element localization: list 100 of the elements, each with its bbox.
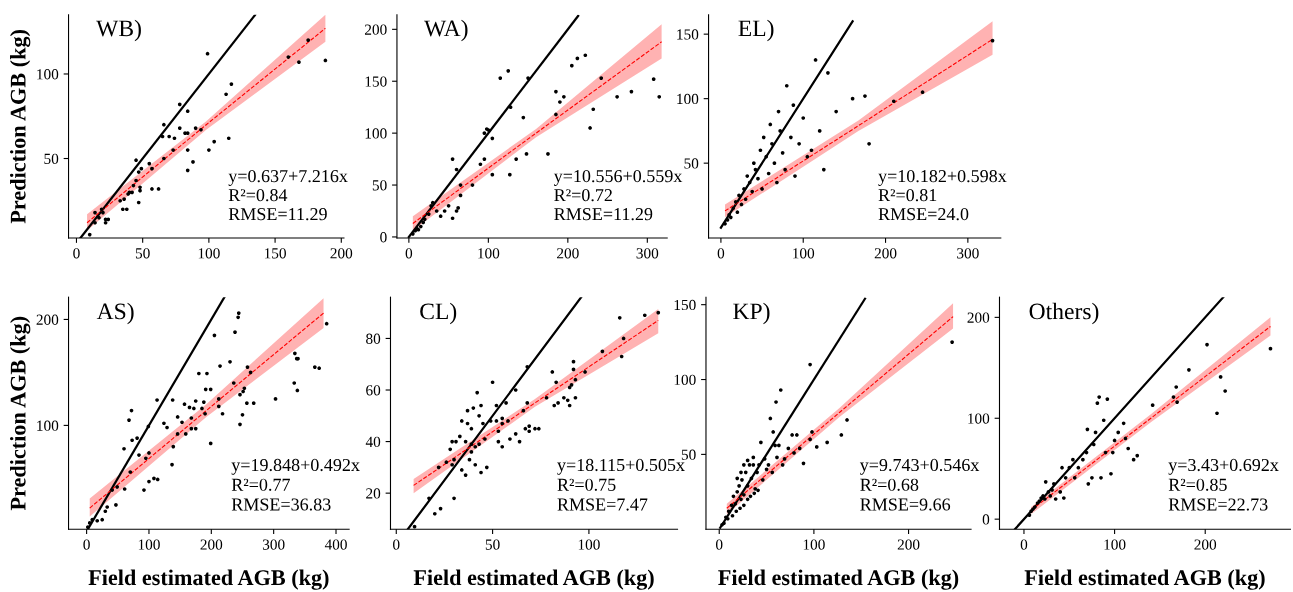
point <box>1090 475 1094 480</box>
x-axis-title: Field estimated AGB (kg) <box>88 569 329 590</box>
point <box>1091 442 1096 447</box>
point <box>150 187 154 191</box>
annotation: y=19.848+0.492x <box>231 458 360 475</box>
point <box>1150 403 1155 407</box>
annotation: RMSE=36.83 <box>231 498 331 511</box>
point <box>224 92 228 97</box>
point <box>207 148 211 152</box>
y-tick-label: 50 <box>372 180 387 191</box>
y-axis-title: Prediction AGB (kg) <box>10 316 31 511</box>
point <box>1048 494 1053 498</box>
point <box>1043 479 1048 484</box>
annotation: y=10.556+0.559x <box>553 170 683 186</box>
annotation: R²=0.75 <box>557 478 616 491</box>
y-tick-label: 50 <box>684 158 699 169</box>
x-tick-label: 300 <box>957 248 979 259</box>
point <box>725 218 730 222</box>
point <box>442 209 447 213</box>
point <box>1097 395 1102 399</box>
point <box>588 126 592 130</box>
point <box>134 158 138 163</box>
point <box>772 161 777 165</box>
x-tick-label: 0 <box>83 539 90 550</box>
point <box>863 94 867 98</box>
point <box>136 200 141 205</box>
point <box>1052 482 1056 486</box>
point <box>775 180 779 185</box>
point <box>554 112 558 117</box>
point <box>731 206 736 211</box>
point <box>569 63 574 68</box>
annotation: RMSE=24.0 <box>878 208 969 221</box>
point <box>793 174 797 178</box>
point <box>1095 401 1100 405</box>
point <box>809 148 814 153</box>
x-axis-title: Field estimated AGB (kg) <box>718 569 959 590</box>
point <box>229 82 234 86</box>
annotation: RMSE=11.29 <box>228 208 327 221</box>
point <box>205 51 210 56</box>
point <box>136 170 141 174</box>
point <box>778 129 783 133</box>
point <box>99 207 104 212</box>
point <box>458 183 463 187</box>
point <box>1215 411 1219 416</box>
point <box>867 141 871 146</box>
point <box>171 148 175 152</box>
annotation: y=18.115+0.505x <box>557 458 685 475</box>
x-tick-label: 200 <box>874 248 897 259</box>
point <box>134 178 138 183</box>
point <box>507 172 512 177</box>
point <box>750 189 755 194</box>
x-tick-label: 200 <box>557 248 579 259</box>
point <box>1171 395 1176 399</box>
point <box>742 187 746 191</box>
point <box>1187 367 1191 372</box>
point <box>429 203 433 208</box>
point <box>591 107 596 112</box>
point <box>1058 490 1063 494</box>
annotation: y=3.43+0.692x <box>1168 458 1279 475</box>
point <box>177 102 182 107</box>
point <box>791 103 796 107</box>
y-axis-title: Prediction AGB (kg) <box>10 30 31 224</box>
x-tick-label: 100 <box>138 539 160 550</box>
point <box>482 157 487 161</box>
point <box>761 135 766 140</box>
point <box>93 210 97 215</box>
point <box>147 161 152 166</box>
y-tick-label: 100 <box>674 374 696 385</box>
x-tick-label: 300 <box>262 539 285 550</box>
point <box>1053 497 1058 501</box>
point <box>1063 475 1068 480</box>
y-tick-label: 200 <box>36 314 59 325</box>
chart-title: CL) <box>420 302 457 325</box>
x-tick-label: 300 <box>636 248 659 259</box>
point <box>743 197 748 202</box>
point <box>821 167 826 172</box>
x-axis-title: Field estimated AGB (kg) <box>1024 569 1265 590</box>
y-tick-label: 150 <box>674 299 696 311</box>
point <box>306 38 311 42</box>
point <box>780 151 785 155</box>
point <box>599 76 604 80</box>
y-tick-label: 40 <box>365 436 381 448</box>
point <box>1126 446 1131 451</box>
y-tick-label: 50 <box>44 153 59 164</box>
annotation: R²=0.84 <box>228 189 288 202</box>
y-tick-label: 150 <box>677 29 699 40</box>
point <box>124 207 129 212</box>
point <box>430 200 435 205</box>
point <box>760 187 764 191</box>
point <box>1067 465 1072 470</box>
point <box>1060 465 1064 470</box>
point <box>138 185 142 190</box>
point <box>1205 342 1209 347</box>
point <box>1223 389 1227 393</box>
x-tick-label: 150 <box>264 248 286 259</box>
point <box>297 60 301 64</box>
point <box>120 207 125 212</box>
point <box>438 214 443 219</box>
x-tick-label: 50 <box>135 248 150 259</box>
point <box>554 89 558 94</box>
